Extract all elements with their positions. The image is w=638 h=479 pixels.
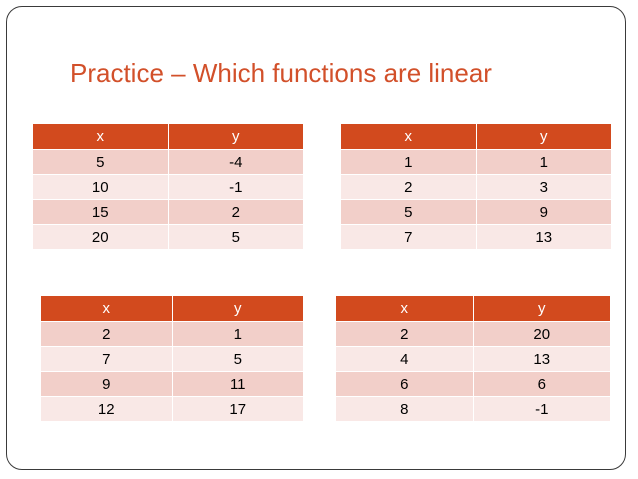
cell-x: 8 xyxy=(336,396,473,422)
cell-y: 13 xyxy=(472,346,610,372)
cell-y: 20 xyxy=(472,321,610,347)
table-row: 8 -1 xyxy=(336,396,610,422)
cell-y: 5 xyxy=(171,346,303,372)
cell-x: 1 xyxy=(341,149,476,175)
header-x: x xyxy=(41,296,172,322)
cell-x: 7 xyxy=(341,224,476,250)
table-row: 12 17 xyxy=(41,396,303,422)
table-top-left: x y 5 -4 10 -1 15 2 20 5 xyxy=(33,124,303,250)
header-y: y xyxy=(472,296,610,322)
table-row: 5 9 xyxy=(341,199,611,225)
cell-y: 2 xyxy=(167,199,303,225)
slide-frame xyxy=(6,6,626,470)
cell-x: 15 xyxy=(33,199,168,225)
header-y: y xyxy=(167,124,303,150)
cell-y: 1 xyxy=(475,149,611,175)
cell-x: 2 xyxy=(341,174,476,200)
cell-y: 17 xyxy=(171,396,303,422)
header-x: x xyxy=(33,124,168,150)
cell-y: 9 xyxy=(475,199,611,225)
header-x: x xyxy=(341,124,476,150)
cell-x: 5 xyxy=(33,149,168,175)
cell-y: -4 xyxy=(167,149,303,175)
cell-x: 6 xyxy=(336,371,473,397)
cell-x: 5 xyxy=(341,199,476,225)
table-row: 7 5 xyxy=(41,346,303,372)
cell-y: 6 xyxy=(472,371,610,397)
table-row: 9 11 xyxy=(41,371,303,397)
table-row: 7 13 xyxy=(341,224,611,250)
cell-y: 3 xyxy=(475,174,611,200)
table-row: 1 1 xyxy=(341,149,611,175)
table-row: 5 -4 xyxy=(33,149,303,175)
cell-x: 12 xyxy=(41,396,172,422)
table-top-right: x y 1 1 2 3 5 9 7 13 xyxy=(341,124,611,250)
cell-x: 9 xyxy=(41,371,172,397)
cell-y: 1 xyxy=(171,321,303,347)
cell-y: 13 xyxy=(475,224,611,250)
table-bottom-left: x y 2 1 7 5 9 11 12 17 xyxy=(41,296,303,422)
slide-title: Practice – Which functions are linear xyxy=(70,58,492,88)
cell-x: 2 xyxy=(336,321,473,347)
cell-y: 11 xyxy=(171,371,303,397)
header-y: y xyxy=(171,296,303,322)
cell-x: 10 xyxy=(33,174,168,200)
cell-x: 20 xyxy=(33,224,168,250)
cell-x: 7 xyxy=(41,346,172,372)
table-row: 2 3 xyxy=(341,174,611,200)
table-row: 20 5 xyxy=(33,224,303,250)
table-row: 2 1 xyxy=(41,321,303,347)
table-row: 10 -1 xyxy=(33,174,303,200)
cell-x: 4 xyxy=(336,346,473,372)
table-row: 15 2 xyxy=(33,199,303,225)
table-row: 6 6 xyxy=(336,371,610,397)
header-x: x xyxy=(336,296,473,322)
table-bottom-right: x y 2 20 4 13 6 6 8 -1 xyxy=(336,296,610,422)
table-row: 2 20 xyxy=(336,321,610,347)
cell-y: -1 xyxy=(472,396,610,422)
cell-y: 5 xyxy=(167,224,303,250)
cell-y: -1 xyxy=(167,174,303,200)
header-y: y xyxy=(475,124,611,150)
cell-x: 2 xyxy=(41,321,172,347)
table-row: 4 13 xyxy=(336,346,610,372)
